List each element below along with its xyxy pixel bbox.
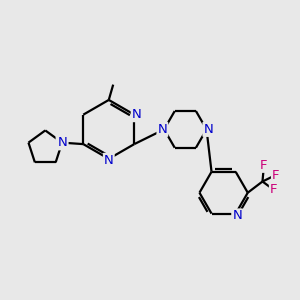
Text: F: F	[270, 183, 278, 196]
Text: N: N	[132, 108, 142, 121]
Text: N: N	[232, 209, 242, 223]
Text: N: N	[203, 123, 213, 136]
Text: N: N	[58, 136, 68, 149]
Text: N: N	[158, 123, 167, 136]
Text: F: F	[260, 159, 268, 172]
Text: N: N	[104, 154, 114, 167]
Text: F: F	[272, 169, 280, 182]
Text: N: N	[57, 136, 66, 149]
